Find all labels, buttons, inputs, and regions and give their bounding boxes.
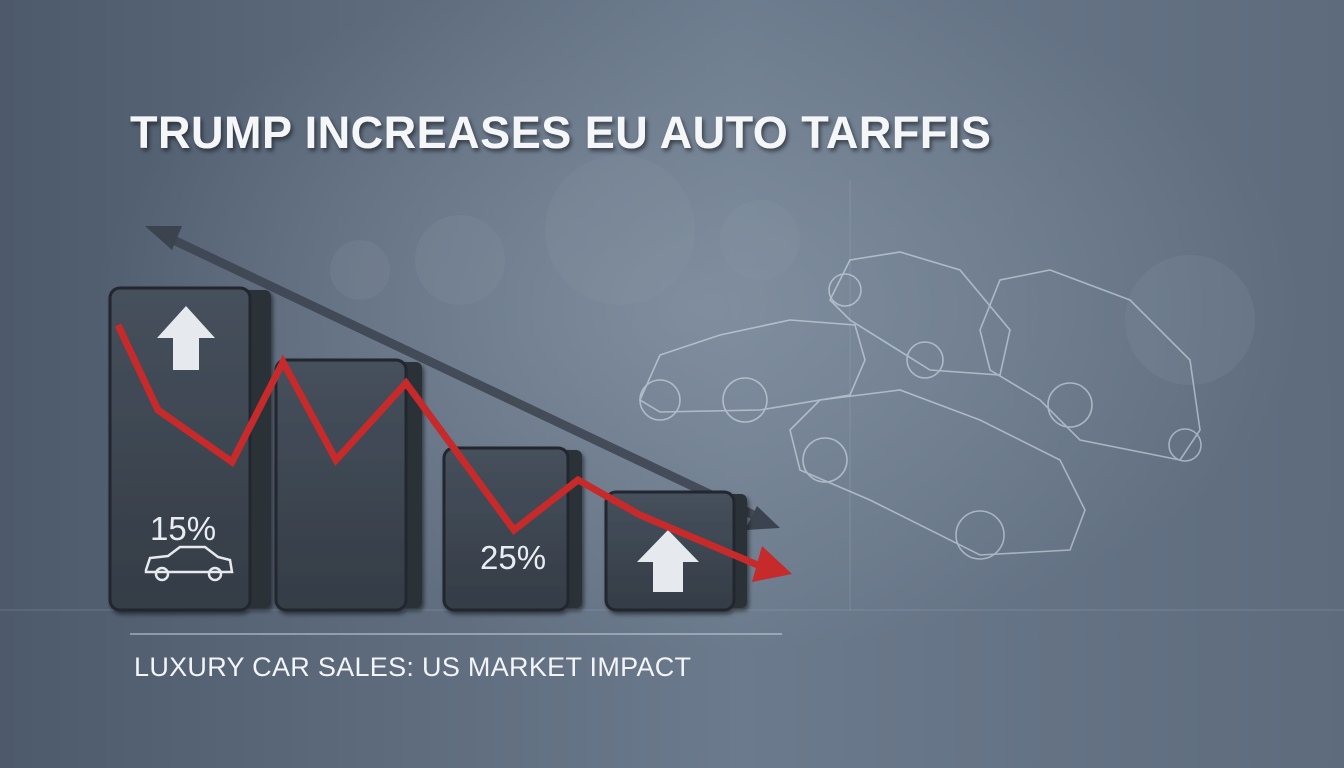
- bar: [274, 358, 422, 612]
- up-arrows: [157, 306, 699, 592]
- subtitle: LUXURY CAR SALES: US MARKET IMPACT: [134, 652, 691, 682]
- red-trend-line: [114, 323, 792, 582]
- cars-wireframe: [638, 251, 1202, 560]
- gears: [330, 155, 1255, 385]
- bar: [108, 286, 271, 612]
- bar-label: 25%: [480, 539, 546, 576]
- title: TRUMP INCREASES EU AUTO TARFFIS: [130, 107, 991, 158]
- car-icon: [144, 545, 234, 582]
- trend-arrow: [145, 226, 780, 530]
- bar-label: 15%: [150, 510, 216, 547]
